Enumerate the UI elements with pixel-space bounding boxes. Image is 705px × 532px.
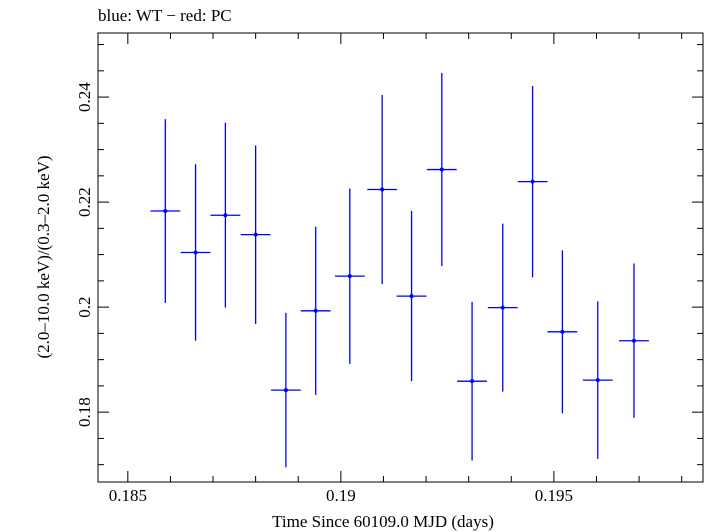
data-point: [240, 145, 271, 324]
point-marker: [163, 209, 168, 214]
y-axis-ticks: 0.18 0.2 0.22 0.24: [75, 44, 703, 466]
point-marker: [283, 388, 288, 393]
data-point: [517, 86, 548, 278]
point-marker: [409, 294, 414, 299]
x-tick-label: 0.195: [535, 486, 573, 505]
data-point: [457, 301, 487, 461]
data-point: [426, 72, 457, 267]
point-marker: [193, 250, 198, 255]
plot-frame: [97, 32, 704, 483]
data-point: [180, 164, 211, 341]
y-axis-label: (2.0–10.0 keV)/(0.3–2.0 keV): [34, 155, 53, 358]
point-marker: [439, 167, 444, 172]
data-series: [150, 72, 649, 468]
data-point: [334, 188, 365, 364]
point-marker: [313, 308, 318, 313]
data-point: [150, 119, 181, 303]
point-marker: [530, 179, 535, 184]
point-marker: [223, 213, 228, 218]
point-marker: [380, 187, 385, 192]
data-point: [547, 250, 578, 414]
point-marker: [500, 305, 505, 310]
data-point: [210, 122, 241, 308]
point-marker: [595, 378, 600, 383]
y-tick-label: 0.22: [75, 187, 94, 217]
data-point: [487, 223, 518, 392]
point-marker: [470, 379, 475, 384]
y-tick-label: 0.2: [75, 297, 94, 318]
data-point: [619, 263, 649, 418]
data-point: [270, 312, 301, 468]
point-marker: [560, 329, 565, 334]
data-point: [396, 211, 427, 382]
y-tick-label: 0.18: [75, 397, 94, 427]
point-marker: [253, 232, 258, 237]
y-tick-label: 0.24: [75, 82, 94, 112]
x-axis-label: Time Since 60109.0 MJD (days): [272, 512, 494, 531]
data-point: [582, 301, 613, 459]
x-tick-label: 0.19: [326, 486, 356, 505]
data-point: [300, 226, 331, 395]
point-marker: [631, 338, 636, 343]
chart-title: blue: WT − red: PC: [98, 6, 232, 25]
x-tick-label: 0.185: [109, 486, 147, 505]
point-marker: [347, 274, 352, 279]
data-point: [367, 94, 398, 285]
x-axis-ticks: 0.185 0.19 0.195: [109, 33, 683, 505]
